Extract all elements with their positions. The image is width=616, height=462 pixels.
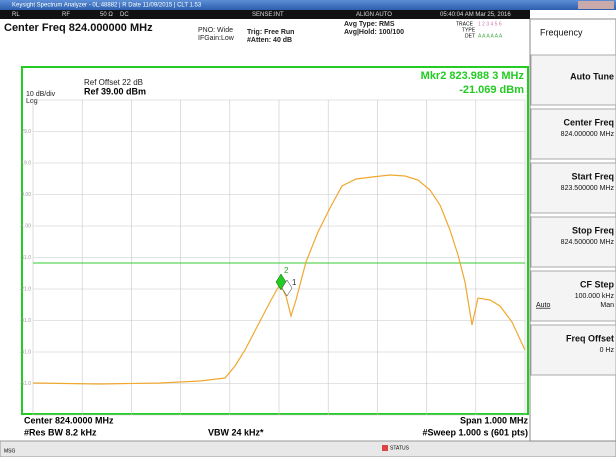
- menu-title: Frequency: [540, 27, 583, 37]
- softkey[interactable]: [530, 54, 616, 106]
- det-label: DET: [465, 33, 475, 39]
- type-label: TYPE: [462, 27, 476, 33]
- trace-label: TRACE: [456, 21, 474, 27]
- ref-level: Ref 39.00 dBm: [84, 86, 146, 96]
- y-label: 19.0: [21, 160, 31, 166]
- softkey-label: Start Freq: [571, 171, 614, 181]
- softkey[interactable]: [530, 216, 616, 268]
- clock: 05:40:04 AM Mar 25, 2016: [440, 12, 511, 18]
- footer-vbw: VBW 24 kHz*: [208, 427, 264, 437]
- marker-1-label: 1: [292, 278, 297, 287]
- softkey-label: Stop Freq: [572, 225, 614, 235]
- avg-hold: Avg|Hold: 100/100: [344, 29, 404, 36]
- y-label: -1.00: [20, 223, 32, 229]
- y-label: -51.0: [20, 381, 32, 387]
- status-item: 50 Ω: [100, 12, 113, 18]
- window-controls[interactable]: [578, 1, 614, 9]
- softkey-value: 823.500000 MHz: [561, 185, 615, 192]
- softkey-option: Man: [600, 302, 614, 309]
- msg: MSG: [4, 448, 16, 454]
- ref-offset: Ref Offset 22 dB: [84, 78, 143, 87]
- ifgain: IFGain:Low: [198, 35, 235, 42]
- trace: [32, 174, 526, 385]
- scale: 10 dB/div: [26, 91, 56, 98]
- softkey-option: Auto: [536, 302, 551, 309]
- y-label: 29.0: [21, 129, 31, 135]
- y-label: -21.0: [20, 286, 32, 292]
- window-title: Keysight Spectrum Analyzer - 0L:48882 | …: [12, 3, 202, 9]
- status-icon: [382, 445, 388, 451]
- footer-rbw: #Res BW 8.2 kHz: [24, 427, 97, 437]
- y-label: -31.0: [20, 318, 32, 324]
- status-item: SENSE:INT: [252, 12, 284, 18]
- marker-freq: Mkr2 823.988 3 MHz: [421, 70, 525, 82]
- log: Log: [26, 98, 38, 105]
- softkey-label: Freq Offset: [566, 333, 614, 343]
- softkey[interactable]: [530, 324, 616, 376]
- y-label: -11.0: [20, 255, 31, 261]
- status-item: RL: [12, 12, 20, 18]
- center-freq: Center Freq 824.000000 MHz: [4, 22, 153, 34]
- y-label: -41.0: [20, 349, 32, 355]
- softkey-value: 0 Hz: [600, 347, 615, 354]
- softkey[interactable]: [530, 270, 616, 322]
- status-bar: [0, 10, 530, 19]
- status-item: RF: [62, 12, 70, 18]
- softkey-label: CF Step: [580, 279, 615, 289]
- atten: #Atten: 40 dB: [247, 37, 292, 44]
- softkey-label: Center Freq: [563, 117, 614, 127]
- softkey-value: 824.000000 MHz: [561, 131, 615, 138]
- softkey-value: 100.000 kHz: [575, 293, 615, 300]
- softkey[interactable]: [530, 162, 616, 214]
- status-item: ALIGN AUTO: [356, 12, 392, 18]
- title-bar: [0, 0, 616, 10]
- status: STATUS: [390, 445, 410, 451]
- marker-1: [281, 279, 293, 297]
- footer-center: Center 824.0000 MHz: [24, 415, 114, 425]
- avg-type: Avg Type: RMS: [344, 21, 395, 28]
- trig: Trig: Free Run: [247, 29, 294, 36]
- marker-2-label: 2: [284, 266, 289, 275]
- footer-sweep: #Sweep 1.000 s (601 pts): [422, 427, 528, 437]
- softkey-value: 824.500000 MHz: [561, 239, 615, 246]
- trace-nums: 1 2 3 4 5 6: [478, 21, 502, 27]
- status-item: DC: [120, 12, 129, 18]
- pno: PNO: Wide: [198, 27, 233, 34]
- footer-span: Span 1.000 MHz: [460, 415, 529, 425]
- softkey-label: Auto Tune: [570, 71, 614, 81]
- message-bar: [0, 440, 616, 458]
- softkey[interactable]: [530, 108, 616, 160]
- marker-level: -21.069 dBm: [459, 84, 524, 96]
- y-label: 9.00: [21, 192, 31, 198]
- det-vals: A A A A A A: [478, 33, 503, 39]
- plot-frame: [21, 66, 529, 415]
